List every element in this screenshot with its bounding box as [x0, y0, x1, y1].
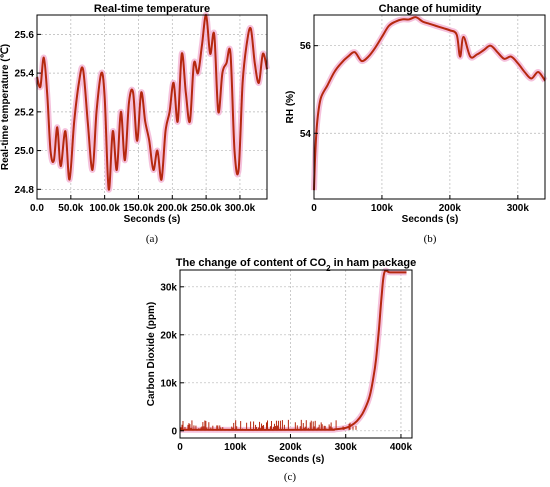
x-tick-label: 250.0k	[191, 203, 222, 214]
panel-humidity: 0 100k 200k 300k 54 56 Change of humidity Sec…	[285, 3, 548, 245]
x-tick-label: 0	[177, 442, 183, 453]
y-tick-label: 25.4	[15, 69, 35, 80]
chart-title-c: The change of content of CO2 in ham pack…	[176, 257, 416, 273]
x-tick-label: 300.0k	[225, 203, 256, 214]
y-axis-label-b: RH (%)	[285, 91, 296, 124]
x-tick-label: 200k	[279, 442, 302, 453]
panel-caption-b: (b)	[424, 233, 437, 245]
panel-co2: 0 100k 200k 300k 400k 0 10k 20k 30k The change o…	[146, 257, 416, 483]
data-spikes-c	[179, 419, 357, 430]
y-tick-label: 10k	[160, 378, 177, 389]
x-tick-label: 100k	[371, 203, 394, 214]
y-tick-label: 25.2	[15, 107, 35, 118]
x-tick-label: 0.0	[30, 203, 44, 214]
x-axis-label-a: Seconds (s)	[124, 214, 181, 225]
y-tick-label: 25.6	[15, 30, 35, 41]
ticks-b: 0 100k 200k 300k 54 56	[300, 41, 530, 214]
chart-title-c-suffix: in ham package	[331, 257, 417, 269]
ticks-c: 0 100k 200k 300k 400k 0 10k 20k 30k	[160, 282, 412, 453]
x-tick-label: 150.0k	[123, 203, 154, 214]
plot-frame-b	[313, 14, 546, 200]
x-axis-label-b: Seconds (s)	[402, 214, 459, 225]
x-tick-label: 0	[311, 203, 317, 214]
x-tick-label: 200.0k	[157, 203, 188, 214]
series-line	[313, 16, 546, 191]
data-line-a	[36, 13, 268, 191]
plot-frame-c	[179, 269, 413, 439]
plot-frame-a	[36, 14, 268, 200]
panel-caption-c: (c)	[284, 471, 297, 483]
y-tick-label: 54	[300, 129, 312, 140]
ticks-a: 0.0 50.0k 100.0k 150.0k 200.0k 250.0k 300.0k 24…	[15, 30, 256, 214]
x-tick-label: 50.0k	[58, 203, 83, 214]
data-band-b	[311, 14, 548, 191]
confidence-band	[179, 267, 407, 433]
x-tick-label: 300k	[507, 203, 530, 214]
series-line	[36, 13, 268, 191]
x-tick-label: 200k	[439, 203, 462, 214]
x-tick-label: 100.0k	[89, 203, 120, 214]
x-axis-label-c: Seconds (s)	[268, 454, 325, 465]
y-tick-label: 30k	[160, 282, 177, 293]
data-line-b	[313, 16, 546, 191]
gridlines-b	[313, 15, 545, 199]
y-tick-label: 25.0	[15, 146, 35, 157]
y-tick-label: 0	[171, 426, 177, 437]
x-tick-label: 400k	[390, 442, 413, 453]
series-line	[179, 269, 407, 431]
chart-title-c-prefix: The change of content of CO	[176, 257, 327, 269]
chart-title-b: Change of humidity	[379, 3, 483, 15]
y-tick-label: 24.8	[15, 185, 35, 196]
y-tick-label: 56	[300, 41, 312, 52]
y-axis-label-a: Real-time temperature (℃)	[0, 44, 11, 170]
confidence-band	[311, 14, 548, 191]
y-axis-label-c: Carbon Dioxide (ppm)	[146, 302, 157, 406]
y-tick-label: 20k	[160, 330, 177, 341]
x-tick-label: 300k	[335, 442, 358, 453]
chart-title-a: Real-time temperature	[94, 3, 210, 15]
panel-caption-a: (a)	[146, 233, 159, 245]
panel-temperature: 0.0 50.0k 100.0k 150.0k 200.0k 250.0k 300.0k 24…	[0, 3, 270, 245]
x-tick-label: 100k	[224, 442, 247, 453]
data-band-c	[179, 267, 407, 433]
chart-title-c-subscript: 2	[326, 264, 331, 273]
data-line-c	[179, 269, 407, 431]
